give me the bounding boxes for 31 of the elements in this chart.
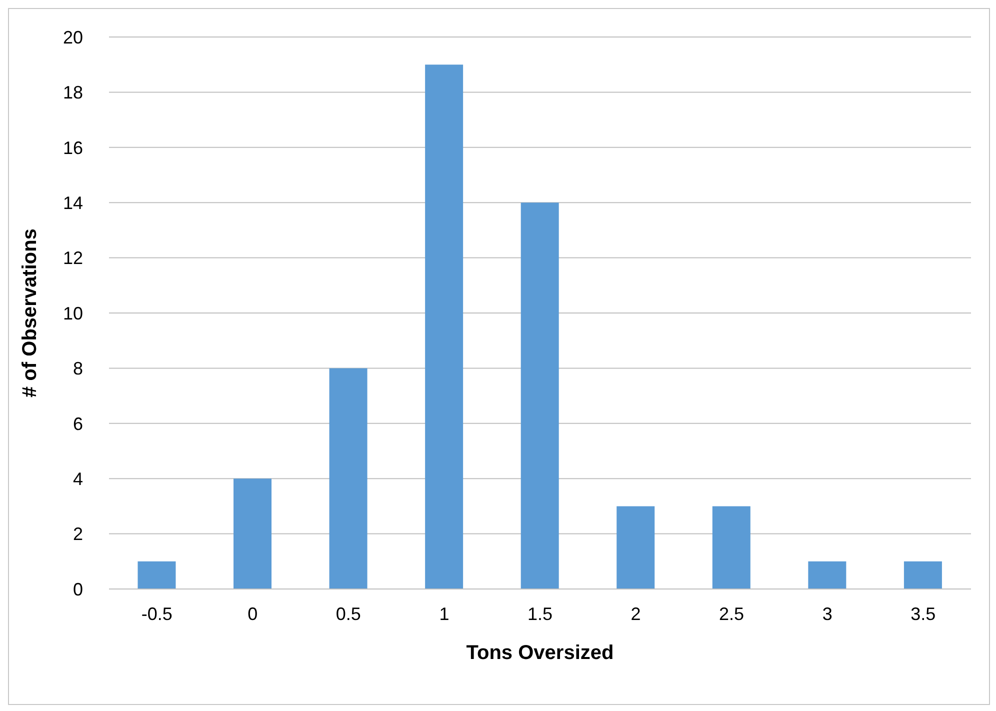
x-tick-label: 0.5 bbox=[336, 604, 361, 624]
x-axis-title: Tons Oversized bbox=[466, 642, 614, 664]
bar bbox=[712, 506, 750, 589]
x-tick-label: 2.5 bbox=[719, 604, 744, 624]
bar bbox=[808, 561, 846, 589]
x-tick-label: 0 bbox=[248, 604, 258, 624]
bar bbox=[138, 561, 176, 589]
y-tick-label: 6 bbox=[72, 414, 83, 434]
x-tick-label: 1 bbox=[439, 604, 450, 624]
bar bbox=[616, 506, 655, 589]
y-tick-label: 16 bbox=[62, 138, 83, 158]
bar bbox=[329, 368, 368, 589]
x-tick-label: 2 bbox=[630, 604, 641, 624]
y-tick-label: 10 bbox=[62, 303, 83, 324]
x-tick-label: 1.5 bbox=[527, 604, 553, 624]
x-tick-label: 3.5 bbox=[910, 604, 936, 624]
y-tick-label: 2 bbox=[72, 524, 83, 544]
y-tick-label: 4 bbox=[72, 468, 83, 489]
y-tick-label: 0 bbox=[72, 579, 83, 600]
bar bbox=[234, 478, 272, 589]
bar bbox=[520, 202, 559, 589]
x-tick-label: 3 bbox=[822, 604, 832, 624]
y-tick-label: 20 bbox=[62, 27, 83, 48]
y-axis-title: # of Observations bbox=[19, 228, 42, 398]
bar bbox=[425, 64, 464, 589]
x-tick-label: -0.5 bbox=[141, 604, 172, 624]
y-tick-label: 14 bbox=[62, 192, 83, 213]
y-tick-label: 18 bbox=[62, 82, 83, 103]
bar bbox=[904, 561, 942, 589]
y-tick-label: 12 bbox=[62, 248, 83, 268]
y-tick-label: 8 bbox=[72, 358, 83, 379]
